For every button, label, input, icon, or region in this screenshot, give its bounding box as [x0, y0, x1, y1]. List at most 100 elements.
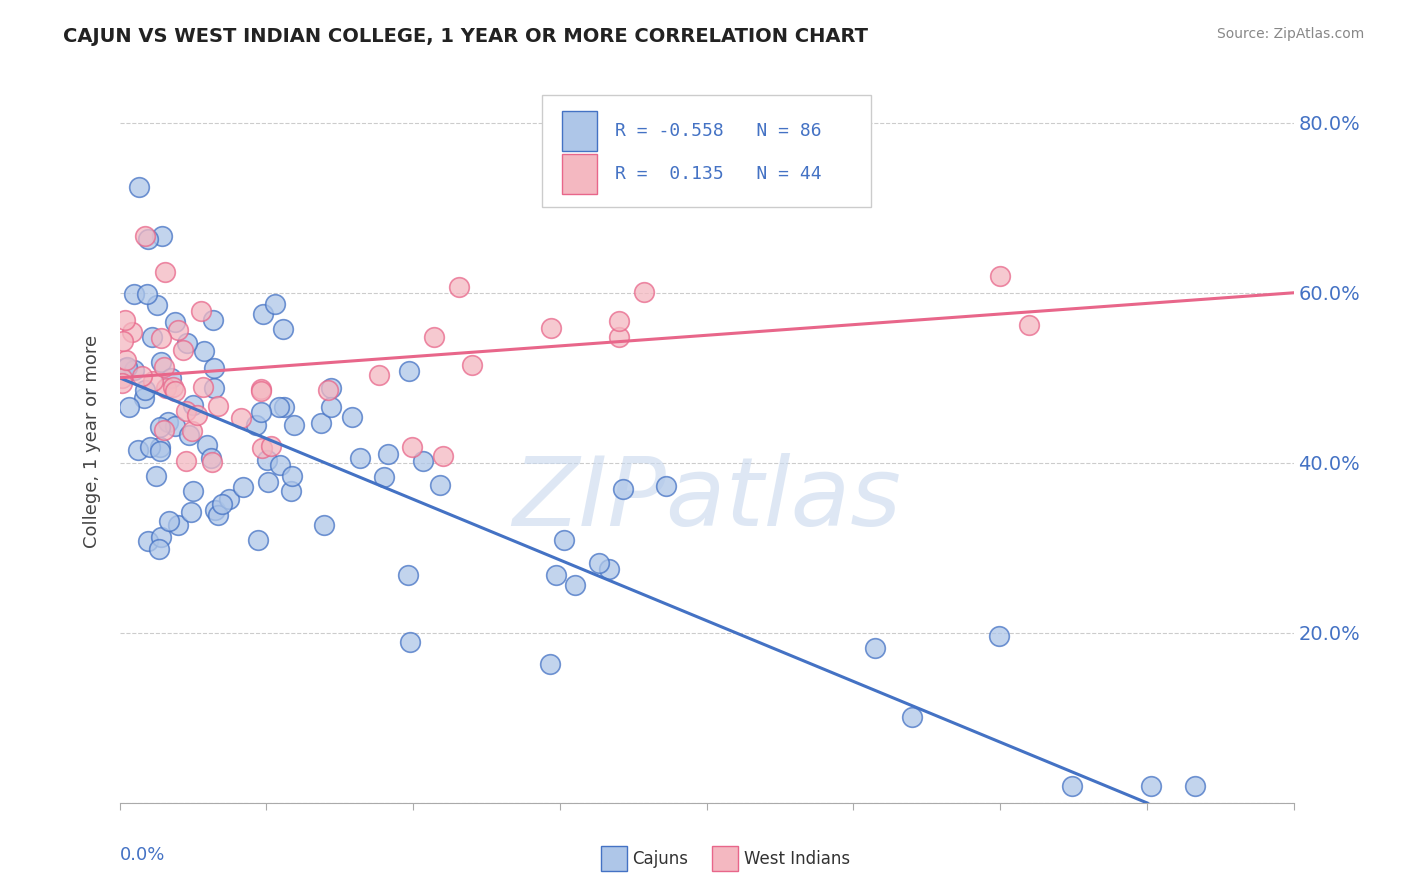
Point [136, 287, 159, 301]
Point [127, 442, 149, 457]
Point [349, 450, 371, 465]
Point [176, 404, 198, 418]
Point [201, 454, 224, 468]
Point [319, 400, 342, 414]
Point [136, 232, 159, 246]
Point [612, 483, 634, 497]
Point [165, 419, 187, 434]
Point [252, 307, 274, 321]
Point [447, 280, 470, 294]
Text: 0.0%: 0.0% [120, 847, 165, 864]
Point [114, 313, 136, 327]
Text: R =  0.135   N = 44: R = 0.135 N = 44 [614, 165, 821, 183]
Point [142, 375, 165, 389]
Point [139, 440, 162, 454]
Point [149, 331, 172, 345]
Text: ZIPatlas: ZIPatlas [512, 453, 901, 546]
FancyBboxPatch shape [562, 154, 598, 194]
Point [218, 492, 240, 507]
Point [633, 285, 655, 299]
Point [201, 313, 224, 327]
Point [321, 381, 343, 395]
Point [174, 453, 197, 467]
Point [340, 409, 363, 424]
Point [269, 458, 291, 472]
Point [250, 404, 273, 418]
Point [141, 330, 163, 344]
Point [115, 359, 138, 374]
Point [281, 469, 304, 483]
Point [256, 453, 278, 467]
Point [564, 577, 586, 591]
Point [191, 380, 214, 394]
Point [165, 384, 187, 399]
Point [432, 450, 454, 464]
Point [181, 399, 204, 413]
Point [152, 423, 174, 437]
Point [588, 557, 610, 571]
Point [165, 315, 187, 329]
Point [167, 518, 190, 533]
Point [207, 508, 229, 523]
Point [202, 381, 225, 395]
FancyBboxPatch shape [713, 847, 738, 871]
Point [1140, 779, 1163, 793]
Point [136, 533, 159, 548]
Point [186, 408, 208, 422]
Point [115, 352, 138, 367]
Point [250, 382, 273, 396]
Text: R = -0.558   N = 86: R = -0.558 N = 86 [614, 122, 821, 140]
Point [901, 709, 924, 723]
Point [429, 478, 451, 492]
Point [207, 399, 229, 413]
FancyBboxPatch shape [562, 111, 598, 151]
Point [149, 420, 172, 434]
Point [134, 383, 156, 397]
Point [423, 330, 446, 344]
Point [280, 483, 302, 498]
Point [1184, 779, 1206, 793]
Point [988, 269, 1011, 284]
Point [180, 424, 202, 438]
Point [553, 533, 575, 547]
Point [368, 368, 391, 382]
Point [211, 497, 233, 511]
Point [200, 450, 222, 465]
Text: Source: ZipAtlas.com: Source: ZipAtlas.com [1216, 27, 1364, 41]
Point [122, 286, 145, 301]
Point [204, 503, 226, 517]
Point [271, 322, 294, 336]
Point [176, 336, 198, 351]
Point [202, 360, 225, 375]
Point [396, 568, 419, 582]
Point [232, 480, 254, 494]
Point [309, 416, 332, 430]
Point [150, 531, 173, 545]
Point [159, 370, 181, 384]
Point [250, 384, 273, 398]
Point [180, 505, 202, 519]
Point [183, 484, 205, 499]
Point [245, 417, 267, 432]
Point [134, 228, 156, 243]
Point [166, 323, 188, 337]
Point [461, 358, 484, 372]
Point [111, 371, 134, 385]
Point [131, 368, 153, 383]
Point [598, 562, 620, 576]
Point [316, 384, 339, 398]
Point [250, 441, 273, 455]
Point [401, 440, 423, 454]
Point [195, 438, 218, 452]
Point [314, 518, 336, 533]
Text: West Indians: West Indians [744, 850, 851, 868]
Point [148, 541, 170, 556]
Point [124, 363, 146, 377]
Point [607, 314, 630, 328]
Point [398, 364, 420, 378]
Point [114, 360, 136, 375]
Point [128, 180, 150, 194]
Point [1062, 779, 1084, 793]
Point [377, 447, 399, 461]
Point [607, 330, 630, 344]
